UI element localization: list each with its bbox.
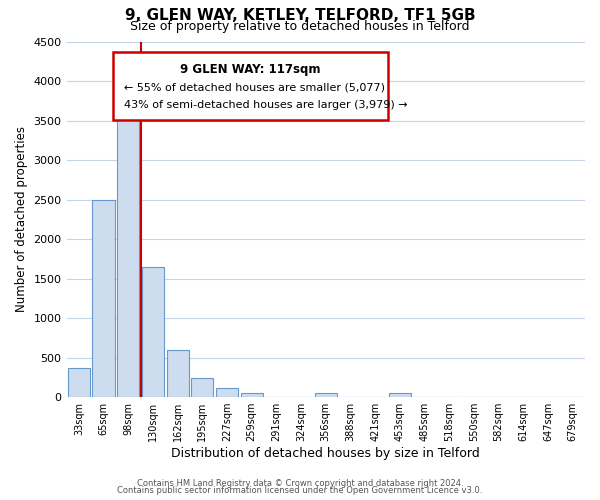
Bar <box>142 268 164 397</box>
Text: Size of property relative to detached houses in Telford: Size of property relative to detached ho… <box>130 20 470 33</box>
Text: 43% of semi-detached houses are larger (3,979) →: 43% of semi-detached houses are larger (… <box>124 100 407 110</box>
Text: ← 55% of detached houses are smaller (5,077): ← 55% of detached houses are smaller (5,… <box>124 82 385 92</box>
X-axis label: Distribution of detached houses by size in Telford: Distribution of detached houses by size … <box>172 447 480 460</box>
Bar <box>389 393 411 397</box>
Y-axis label: Number of detached properties: Number of detached properties <box>15 126 28 312</box>
Bar <box>216 388 238 397</box>
Text: 9, GLEN WAY, KETLEY, TELFORD, TF1 5GB: 9, GLEN WAY, KETLEY, TELFORD, TF1 5GB <box>125 8 475 22</box>
Bar <box>314 393 337 397</box>
Bar <box>167 350 189 397</box>
Bar <box>241 392 263 397</box>
Text: Contains public sector information licensed under the Open Government Licence v3: Contains public sector information licen… <box>118 486 482 495</box>
Text: Contains HM Land Registry data © Crown copyright and database right 2024.: Contains HM Land Registry data © Crown c… <box>137 478 463 488</box>
Bar <box>92 200 115 397</box>
Bar <box>191 378 214 397</box>
FancyBboxPatch shape <box>113 52 388 120</box>
Bar <box>68 368 90 397</box>
Text: 9 GLEN WAY: 117sqm: 9 GLEN WAY: 117sqm <box>181 63 321 76</box>
Bar <box>117 102 139 397</box>
